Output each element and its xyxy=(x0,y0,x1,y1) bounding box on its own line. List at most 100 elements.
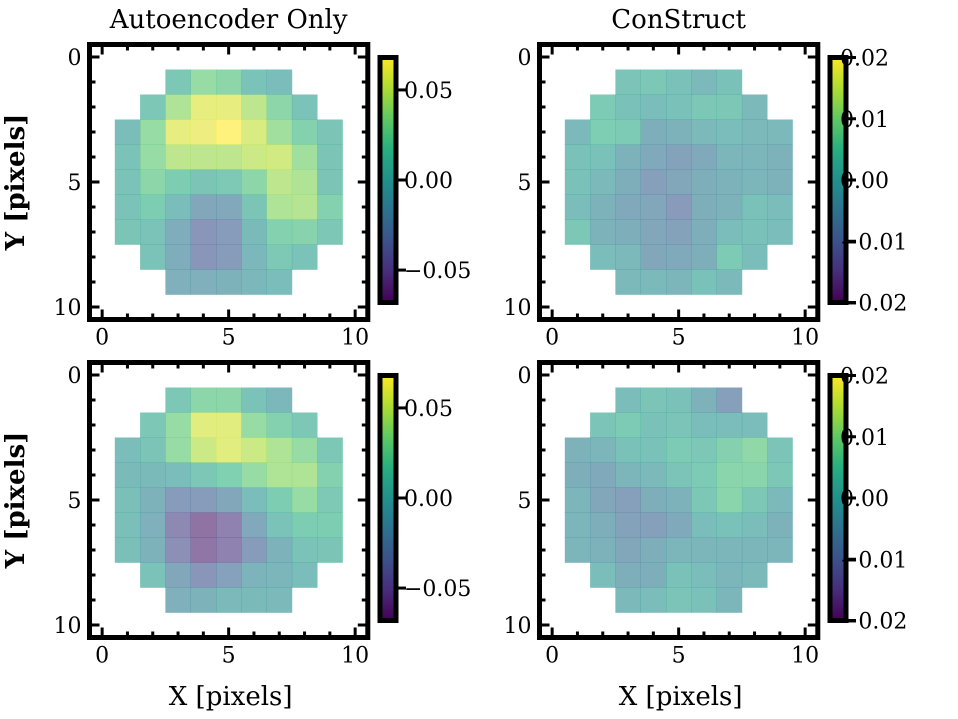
heatmap-cell xyxy=(640,69,667,95)
heatmap-cell xyxy=(640,562,667,588)
heatmap-cell xyxy=(216,69,242,95)
heatmap-cell xyxy=(640,144,667,170)
heatmap-cell xyxy=(241,537,267,563)
heatmap-cell xyxy=(291,437,318,463)
heatmap-cell xyxy=(716,69,743,95)
heatmap-cell xyxy=(716,194,743,220)
heatmap-cell xyxy=(216,387,242,413)
heatmap-cell xyxy=(216,244,242,270)
heatmap-cell xyxy=(241,387,267,413)
heatmap-cell xyxy=(691,537,717,563)
heatmap-cell xyxy=(590,144,616,170)
y-tick-label: 10 xyxy=(504,614,532,639)
heatmap-cell xyxy=(691,562,717,588)
heatmap-cell xyxy=(666,244,692,270)
heatmap-cell xyxy=(140,219,166,245)
heatmap-cell xyxy=(640,587,667,613)
heatmap-cell xyxy=(114,219,141,245)
heatmap-cell xyxy=(666,462,692,488)
heatmap-cell xyxy=(640,244,667,270)
heatmap-cell xyxy=(190,269,217,295)
heatmap-cell xyxy=(691,437,717,463)
colorbar-tick-label: 0.02 xyxy=(840,47,889,72)
heatmap-cell xyxy=(165,387,191,413)
heatmap-cell xyxy=(317,169,343,195)
heatmap-cell xyxy=(691,269,717,295)
y-tick-label: 5 xyxy=(518,489,532,514)
heatmap-cell xyxy=(741,537,768,563)
heatmap-cell xyxy=(666,219,692,245)
x-tick-label: 5 xyxy=(672,326,686,351)
heatmap-cell xyxy=(291,94,318,120)
heatmap-cell xyxy=(114,462,141,488)
heatmap-cell xyxy=(640,219,667,245)
heatmap-cell xyxy=(114,144,141,170)
heatmap-cell xyxy=(640,387,667,413)
heatmap-cell xyxy=(590,119,616,145)
heatmap-cell xyxy=(666,512,692,538)
heatmap-cell xyxy=(241,269,267,295)
heatmap-cell xyxy=(317,119,343,145)
heatmap-panel-1 xyxy=(87,42,406,322)
heatmap-cell xyxy=(165,487,191,513)
heatmap-cell xyxy=(691,219,717,245)
heatmap-cell xyxy=(741,487,768,513)
heatmap-cell xyxy=(590,169,616,195)
heatmap-cell xyxy=(216,587,242,613)
colorbar-tick-label: 0.01 xyxy=(840,108,889,133)
heatmap-cell xyxy=(266,119,293,145)
heatmap-cell xyxy=(615,487,641,513)
heatmap-cell xyxy=(666,387,692,413)
heatmap-cell xyxy=(216,144,242,170)
y-tick-label: 0 xyxy=(518,364,532,389)
y-tick-label: 0 xyxy=(518,46,532,71)
colorbar-tick-label: 0.01 xyxy=(840,426,889,451)
heatmap-cell xyxy=(241,487,267,513)
panel-title: ConStruct xyxy=(611,5,746,35)
heatmap-cell xyxy=(716,219,743,245)
heatmap-cell xyxy=(241,119,267,145)
heatmap-cell xyxy=(266,462,293,488)
heatmap-cell xyxy=(590,244,616,270)
x-tick-label: 10 xyxy=(341,644,369,669)
heatmap-cell xyxy=(140,562,166,588)
colorbar-tick-label: 0.00 xyxy=(404,169,453,194)
heatmap-cell xyxy=(266,512,293,538)
heatmap-cell xyxy=(564,512,591,538)
heatmap-cell xyxy=(140,537,166,563)
heatmap-cell xyxy=(266,144,293,170)
heatmap-cell xyxy=(190,194,217,220)
heatmap-cell xyxy=(291,119,318,145)
heatmap-cell xyxy=(266,269,293,295)
heatmap-cell xyxy=(564,169,591,195)
heatmap-cell xyxy=(564,437,591,463)
heatmap-cell xyxy=(590,512,616,538)
heatmap-cell xyxy=(741,562,768,588)
heatmap-cell xyxy=(241,194,267,220)
heatmap-cell xyxy=(140,244,166,270)
heatmap-cell xyxy=(291,537,318,563)
heatmap-cell xyxy=(741,194,768,220)
heatmap-cell xyxy=(190,69,217,95)
heatmap-cell xyxy=(241,462,267,488)
heatmap-cell xyxy=(666,169,692,195)
heatmap-cell xyxy=(716,244,743,270)
heatmap-cell xyxy=(291,169,318,195)
heatmap-cell xyxy=(767,144,793,170)
heatmap-cell xyxy=(615,69,641,95)
heatmap-cell xyxy=(165,269,191,295)
colorbar-tick-label: 0.05 xyxy=(404,79,453,104)
heatmap-cell xyxy=(640,512,667,538)
heatmap-cell xyxy=(216,412,242,438)
heatmap-cell xyxy=(140,169,166,195)
heatmap-cell xyxy=(716,412,743,438)
heatmap-cell xyxy=(615,94,641,120)
y-tick-label: 10 xyxy=(54,296,82,321)
heatmap-cell xyxy=(716,269,743,295)
heatmap-cell xyxy=(291,487,318,513)
heatmap-cell xyxy=(691,94,717,120)
heatmap-cell xyxy=(615,244,641,270)
heatmap-cell xyxy=(140,462,166,488)
heatmap-cell xyxy=(666,94,692,120)
heatmap-cell xyxy=(241,562,267,588)
